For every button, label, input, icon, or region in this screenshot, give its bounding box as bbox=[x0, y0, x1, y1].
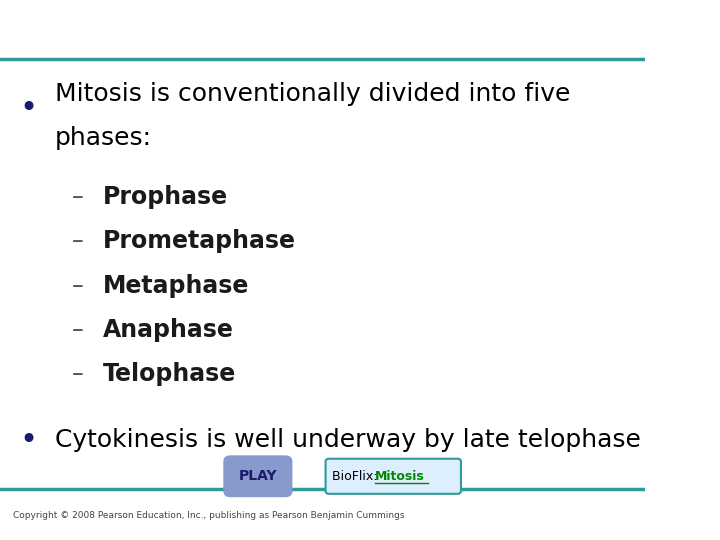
Text: PLAY: PLAY bbox=[238, 469, 277, 483]
Text: BioFlix:: BioFlix: bbox=[332, 470, 382, 483]
FancyBboxPatch shape bbox=[325, 459, 461, 494]
Text: –: – bbox=[71, 362, 84, 386]
FancyBboxPatch shape bbox=[224, 456, 292, 497]
Text: Mitosis: Mitosis bbox=[375, 470, 425, 483]
Text: Copyright © 2008 Pearson Education, Inc., publishing as Pearson Benjamin Cumming: Copyright © 2008 Pearson Education, Inc.… bbox=[13, 511, 405, 520]
Text: •: • bbox=[19, 426, 37, 455]
Text: –: – bbox=[71, 274, 84, 298]
Text: Prophase: Prophase bbox=[103, 185, 228, 209]
Text: Prometaphase: Prometaphase bbox=[103, 230, 296, 253]
Text: –: – bbox=[71, 318, 84, 342]
Text: –: – bbox=[71, 185, 84, 209]
Text: Anaphase: Anaphase bbox=[103, 318, 234, 342]
Text: Mitosis is conventionally divided into five: Mitosis is conventionally divided into f… bbox=[55, 83, 570, 106]
Text: –: – bbox=[71, 230, 84, 253]
Text: Metaphase: Metaphase bbox=[103, 274, 250, 298]
Text: phases:: phases: bbox=[55, 126, 152, 150]
Text: Cytokinesis is well underway by late telophase: Cytokinesis is well underway by late tel… bbox=[55, 428, 641, 452]
Text: Telophase: Telophase bbox=[103, 362, 236, 386]
Text: •: • bbox=[19, 93, 37, 123]
